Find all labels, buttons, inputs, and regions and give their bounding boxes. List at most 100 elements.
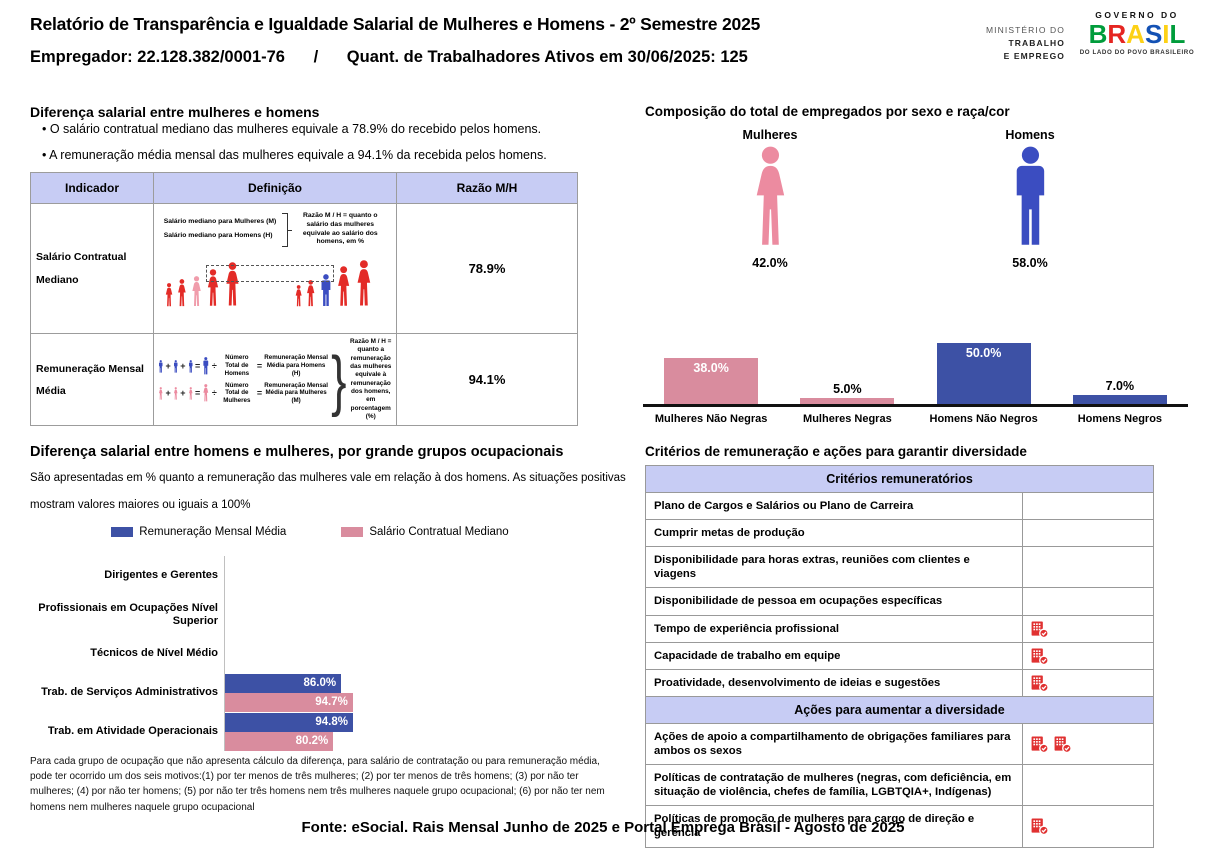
chart-legend: Remuneração Mensal Média Salário Contratu… [30,526,590,538]
company-check-icon [1031,818,1049,836]
bars-area [224,634,595,673]
ratio-note: Razão M / H = quanto a remuneração das m… [350,338,392,420]
gov-top-label: GOVERNO DO [1095,10,1179,20]
page-title: Relatório de Transparência e Igualdade S… [30,14,761,34]
median-women-label: Salário mediano para Mulheres (M) [163,218,277,226]
composition-categories: Mulheres Não Negras Mulheres Negras Homens… [643,407,1188,425]
man-icon [203,357,209,375]
brand-letter: R [1107,19,1127,49]
bar: 38.0% [664,357,759,404]
occupational-subtext-2: mostram valores maiores ou iguais a 100% [30,499,251,511]
woman-icon [165,283,173,307]
operator: + [165,361,171,372]
company-check-icon [1031,621,1049,638]
active-workers: Quant. de Trabalhadores Ativos em 30/06/… [346,48,748,66]
woman-icon [337,266,349,307]
table-header-row: Indicador Definição Razão M/H [30,172,578,204]
criteria-heading: Critérios de remuneração e ações para ga… [645,444,1027,459]
bar-value-label: 94.8% [315,716,348,728]
woman-icon [357,260,371,306]
indicator-label: Salário Contratual Mediano [30,203,154,334]
criteria-label: Disponibilidade para horas extras, reuni… [645,546,1023,589]
bars-area: 94.8% 80.2% [224,712,595,751]
operator: = [195,361,201,372]
woman-icon [178,279,186,307]
man-figure [1009,146,1052,253]
company-check-icon [1031,675,1049,692]
bars-area: 86.0% 94.7% [224,673,595,712]
gov-brasil-wordmark: BRASIL [1078,21,1196,47]
bar-value-label: 50.0% [965,346,1002,360]
criteria-status-cell [1021,587,1155,616]
criteria-row: Disponibilidade para horas extras, reuni… [645,546,1155,589]
bar-value-label: 38.0% [693,360,729,375]
col-header-definicao: Definição [153,172,397,204]
operator: ÷ [211,388,217,399]
criteria-row: Disponibilidade de pessoa em ocupações e… [645,587,1155,616]
formula-text: Número Total de Homens [224,354,250,377]
family-group-right [294,260,374,307]
legend-item: Remuneração Mensal Média [111,526,286,538]
woman-icon [756,146,785,245]
criteria-status-cell [1021,614,1155,643]
woman-icon [188,386,193,400]
ministry-logo: MINISTÉRIO DO TRABALHO E EMPREGO [930,24,1065,62]
criteria-status-cell [1021,805,1155,848]
chart-baseline [643,404,1188,407]
criteria-row: Políticas de promoção de mulheres para c… [645,805,1155,848]
category-label: Homens Negros [1077,413,1163,425]
woman-icon [173,386,178,400]
indicator-label: Remuneração Mensal Média [30,332,154,427]
bar-value-label: 5.0% [833,381,862,396]
criteria-label: Tempo de experiência profissional [645,614,1023,643]
formula-text: Número Total de Mulheres [223,381,251,405]
men-percent: 58.0% [1012,256,1048,270]
bullet-item: O salário contratual mediano das mulhere… [42,122,547,136]
criteria-label: Políticas de contratação de mulheres (ne… [645,764,1023,807]
woman-icon [307,280,315,307]
bullet-item: A remuneração média mensal das mulheres … [42,148,547,162]
bar-value-label: 86.0% [303,677,337,689]
criteria-row: Cumprir metas de produção [645,519,1155,548]
formula-text: Remuneração Mensal Média para Mulheres (… [264,381,328,405]
composition-bar-chart: 38.0% 5.0% 50.0% 7.0% Mulheres Não Negras Mu… [643,300,1188,425]
bar: 50.0% [936,343,1031,404]
brand-letter: S [1144,19,1163,49]
woman-figure [749,146,792,253]
man-icon [158,359,163,373]
ministry-line: E EMPREGO [1003,50,1065,61]
bar-value-label: 94.7% [315,696,348,708]
company-check-icon [1031,736,1049,754]
table-row: Salário Contratual Mediano Salário media… [30,203,578,334]
occupational-subtext-1: São apresentadas em % quanto a remuneraç… [30,472,626,484]
chart-row: Técnicos de Nível Médio [30,634,595,673]
bar-slot: 5.0% [779,382,915,404]
brand-letter: I [1162,19,1170,49]
chart-row: Trab. em Atividade Operacionais 94.8% 80.2… [30,712,595,751]
brand-letter: A [1126,19,1145,49]
bar-slot: 38.0% [643,357,779,404]
criteria-row: Proatividade, desenvolvimento de ideias … [645,668,1155,697]
col-header-indicador: Indicador [30,172,154,204]
category-label: Dirigentes e Gerentes [104,569,218,582]
criteria-row: Tempo de experiência profissional [645,614,1155,643]
occupational-heading: Diferença salarial entre homens e mulher… [30,444,564,460]
formula-text: Remuneração Mensal Média para Homens (H) [264,354,328,377]
salary-gap-heading: Diferença salarial entre mulheres e home… [30,104,320,120]
criteria-status-cell [1021,764,1155,807]
women-label: Mulheres [742,128,798,142]
bar [800,397,895,404]
criteria-label: Disponibilidade de pessoa em ocupações e… [645,587,1023,616]
bar-value-label: 80.2% [295,735,329,747]
chart-row: Dirigentes e Gerentes [30,556,595,595]
operator: + [180,388,186,399]
legend-label: Salário Contratual Mediano [369,526,509,538]
bar: 94.7% [225,692,353,712]
composition-bars: 38.0% 5.0% 50.0% 7.0% [643,300,1188,404]
bars-area [224,595,595,634]
legend-swatch [341,527,364,537]
composition-heading: Composição do total de empregados por se… [645,104,1010,119]
operator: = [195,388,201,399]
company-check-icon [1031,648,1049,665]
ratio-note: Razão M / H = quanto o salário das mulhe… [302,212,378,246]
